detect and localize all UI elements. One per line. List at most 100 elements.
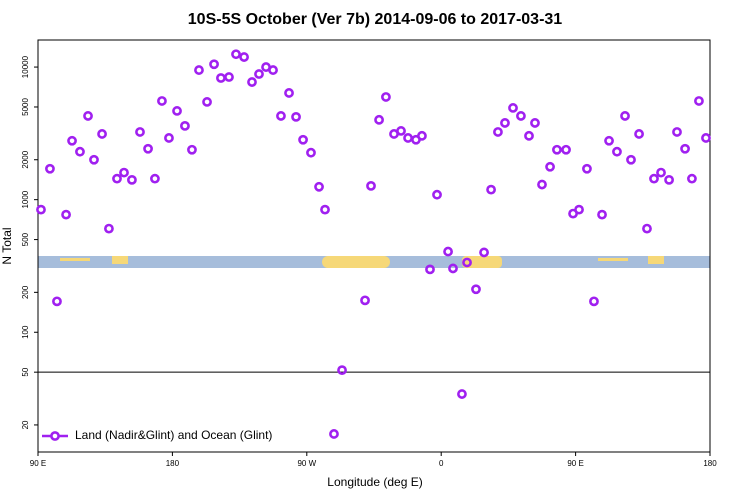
point <box>119 167 129 178</box>
point <box>254 69 264 79</box>
point <box>530 118 540 128</box>
chart-title: 10S-5S October (Ver 7b) 2014-09-06 to 20… <box>188 11 563 28</box>
point <box>500 118 510 128</box>
point <box>425 264 435 275</box>
point <box>582 163 592 174</box>
y-tick-label: 1000 <box>21 190 30 208</box>
point <box>45 163 55 174</box>
point <box>276 111 286 121</box>
point <box>396 126 406 136</box>
point <box>656 167 666 178</box>
point <box>194 65 204 75</box>
point <box>649 173 659 184</box>
x-axis-label: Longitude (deg E) <box>327 475 422 489</box>
point <box>486 184 496 195</box>
x-tick-label: 180 <box>166 459 180 468</box>
point <box>320 204 330 215</box>
point <box>61 209 71 220</box>
y-tick-label: 10000 <box>21 55 30 78</box>
point <box>448 263 458 274</box>
y-tick-label: 100 <box>21 325 30 339</box>
point <box>524 130 534 141</box>
point <box>209 59 219 70</box>
point <box>626 154 636 165</box>
y-tick-label: 5000 <box>21 98 30 116</box>
point <box>306 147 316 158</box>
point <box>157 96 167 106</box>
point <box>694 96 704 106</box>
point <box>164 133 174 143</box>
point <box>457 389 467 399</box>
point <box>680 143 690 154</box>
point <box>604 135 614 146</box>
point <box>701 133 711 143</box>
point <box>508 103 518 113</box>
point <box>432 189 442 200</box>
point <box>545 161 555 172</box>
point <box>298 134 308 145</box>
point <box>642 223 652 234</box>
y-tick-label: 2000 <box>21 150 30 168</box>
point <box>284 88 294 98</box>
point <box>634 129 644 139</box>
point <box>493 127 503 137</box>
x-tick-label: 0 <box>439 459 444 468</box>
point <box>516 111 526 121</box>
point <box>180 120 190 131</box>
y-tick-label: 500 <box>21 232 30 246</box>
point <box>202 97 212 107</box>
point <box>381 92 391 102</box>
point <box>403 133 413 143</box>
point <box>612 146 622 157</box>
y-tick-label: 20 <box>21 420 30 429</box>
point <box>462 257 472 268</box>
point <box>374 114 384 125</box>
point <box>337 365 347 376</box>
x-tick-label: 180 <box>703 459 717 468</box>
point <box>224 72 234 82</box>
point <box>314 181 324 192</box>
legend-marker <box>50 431 60 441</box>
point <box>247 77 257 87</box>
y-tick-label: 200 <box>21 285 30 299</box>
point <box>127 174 137 185</box>
point <box>75 146 85 157</box>
map-strip <box>38 256 710 268</box>
y-tick-label: 50 <box>21 367 30 376</box>
point <box>687 173 697 184</box>
point <box>620 111 630 121</box>
point <box>443 246 453 257</box>
point <box>561 144 571 155</box>
point <box>112 173 122 184</box>
point <box>417 130 427 141</box>
point <box>135 127 145 137</box>
point <box>83 111 93 121</box>
point <box>231 49 241 60</box>
point <box>97 129 107 139</box>
x-tick-label: 90 E <box>567 459 583 468</box>
legend-label: Land (Nadir&Glint) and Ocean (Glint) <box>75 428 272 442</box>
point <box>366 180 376 191</box>
point <box>589 296 599 307</box>
point <box>239 52 249 62</box>
point <box>104 223 114 234</box>
point <box>172 106 182 116</box>
point <box>36 204 46 215</box>
point <box>150 173 160 184</box>
point <box>67 135 77 146</box>
point <box>216 73 226 83</box>
point <box>52 296 62 307</box>
point <box>329 429 339 439</box>
point <box>664 174 674 185</box>
x-tick-label: 90 E <box>30 459 46 468</box>
point <box>291 111 301 122</box>
point <box>360 295 370 306</box>
point <box>187 144 197 155</box>
point <box>672 127 682 137</box>
point <box>574 204 584 215</box>
point <box>89 154 99 165</box>
point <box>143 143 153 154</box>
point <box>479 247 489 258</box>
point <box>597 209 607 220</box>
